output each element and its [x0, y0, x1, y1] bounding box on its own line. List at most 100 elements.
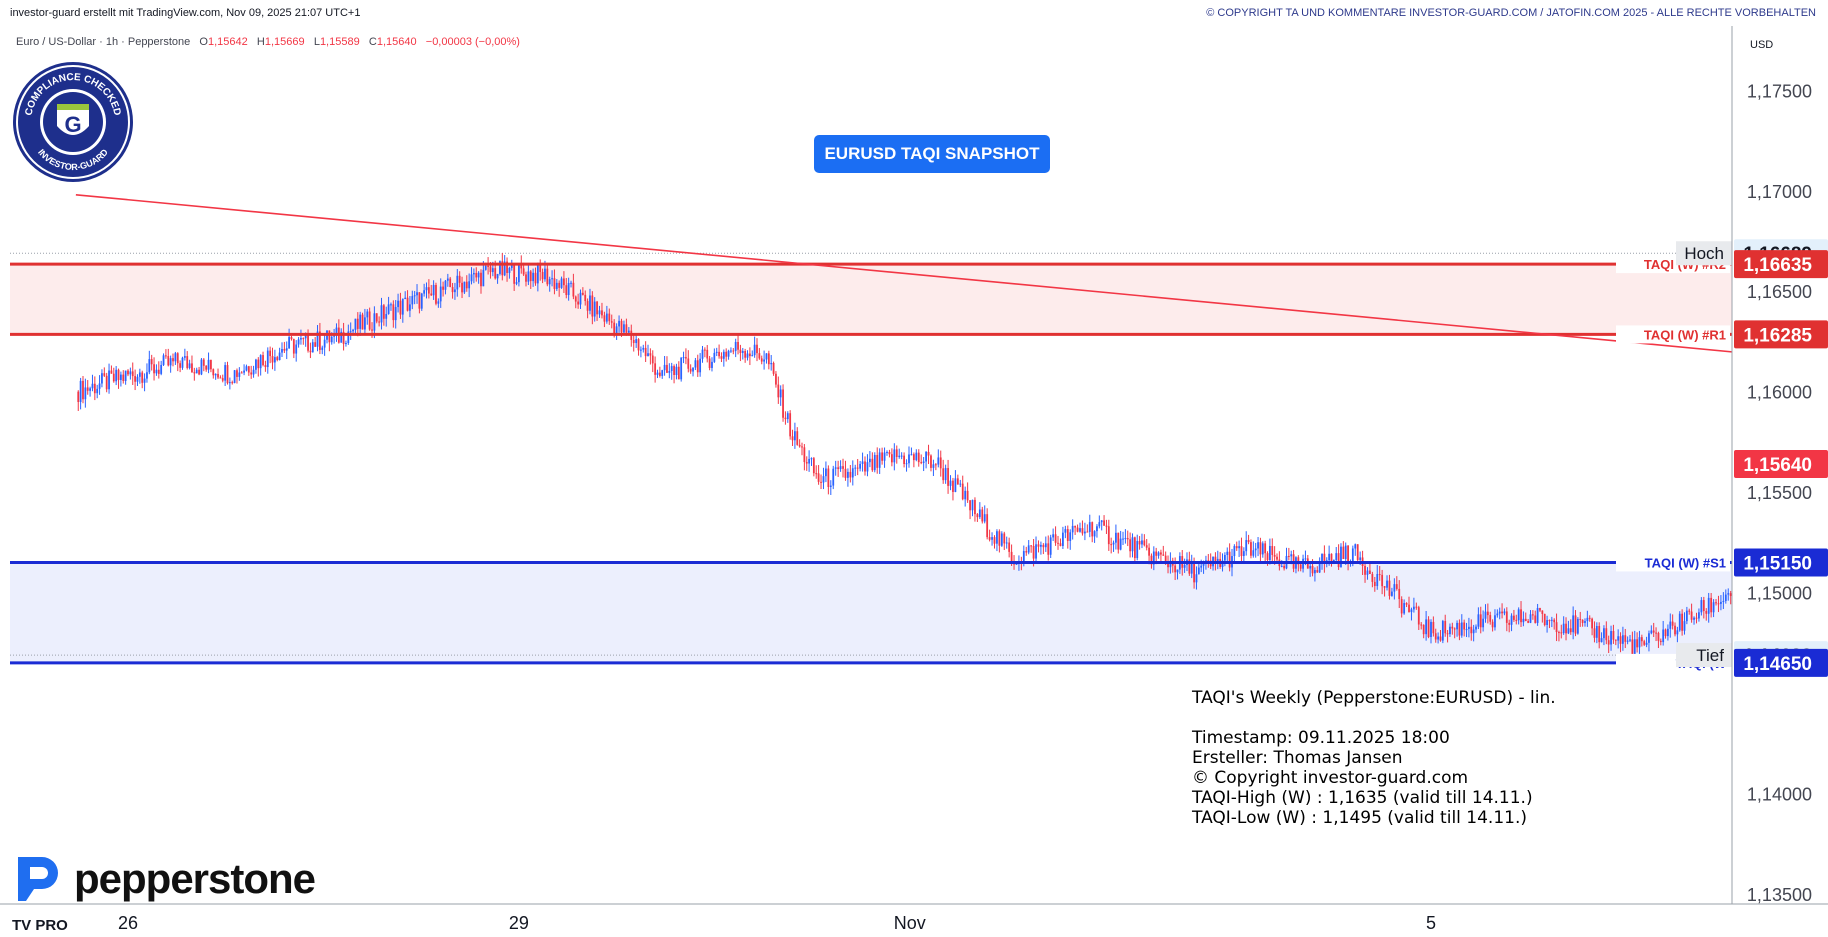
candle: [117, 369, 120, 380]
candle: [1484, 611, 1487, 619]
candle: [1408, 604, 1410, 613]
candle: [775, 373, 777, 385]
candle: [551, 278, 553, 280]
candle: [854, 467, 857, 469]
candle: [692, 367, 694, 372]
candle: [842, 466, 844, 469]
level-price-label: 1,15150: [1743, 553, 1812, 574]
candle: [541, 271, 544, 280]
candle: [245, 366, 248, 371]
candle: [1035, 544, 1037, 559]
candle: [1162, 554, 1165, 556]
candle: [739, 349, 742, 353]
candle: [181, 357, 184, 368]
candle: [1254, 548, 1257, 551]
candle: [1558, 632, 1560, 634]
candle: [615, 326, 618, 334]
time-axis[interactable]: [0, 904, 1828, 937]
candle: [1297, 557, 1300, 565]
price-tick-label: 1,15000: [1747, 584, 1812, 604]
candle: [1470, 626, 1473, 634]
candle: [214, 373, 217, 376]
candle: [1572, 615, 1575, 633]
candle: [437, 301, 440, 304]
snapshot-button[interactable]: EURUSD TAQI SNAPSHOT: [814, 135, 1050, 173]
candle: [1131, 537, 1134, 552]
candle: [548, 279, 551, 285]
candle: [1576, 618, 1579, 634]
price-tick-label: 1,16500: [1747, 282, 1812, 302]
candle: [354, 318, 357, 330]
candle: [390, 304, 392, 306]
candle: [157, 369, 160, 374]
candle: [1136, 541, 1139, 559]
price-tick-label: 1,17000: [1747, 182, 1812, 202]
candle: [295, 344, 298, 354]
candle: [1079, 528, 1081, 532]
candle: [810, 458, 813, 460]
candle: [1052, 534, 1055, 538]
candle: [404, 297, 407, 300]
candle: [1662, 629, 1665, 643]
candle: [432, 284, 435, 296]
candle: [706, 349, 709, 359]
candle: [207, 359, 210, 370]
candle: [1383, 586, 1386, 588]
candle: [832, 468, 835, 486]
candle: [1520, 609, 1522, 623]
price-tick-label: 1,17500: [1747, 81, 1812, 101]
candle: [939, 457, 942, 469]
candle: [798, 444, 801, 447]
candle: [1567, 628, 1570, 634]
candle: [356, 318, 359, 329]
candle: [1496, 613, 1499, 616]
candle: [839, 466, 842, 470]
candle: [444, 280, 447, 290]
candle: [165, 355, 167, 357]
level-name-label: TAQI (W) #S1: [1645, 555, 1726, 570]
top-bar: investor-guard erstellt mit TradingView.…: [0, 0, 1828, 26]
candle: [1344, 545, 1347, 559]
candle: [276, 357, 279, 360]
candle: [1126, 538, 1129, 540]
trend-line: [75, 193, 1828, 362]
candle: [1491, 621, 1494, 628]
level-price-label-bg: [1734, 320, 1828, 349]
candle: [827, 468, 830, 487]
candle: [112, 373, 115, 382]
candle: [1318, 563, 1321, 573]
candle: [1430, 621, 1432, 638]
candle: [687, 358, 690, 369]
candle: [560, 278, 563, 288]
candle: [996, 531, 998, 544]
level-price-label-bg: [1734, 548, 1828, 577]
candle: [1446, 633, 1449, 635]
candle: [172, 358, 174, 362]
candle: [105, 375, 108, 390]
candle: [397, 300, 399, 308]
candle: [1122, 538, 1124, 540]
candle: [1562, 623, 1565, 634]
candle: [670, 366, 673, 372]
candle: [544, 268, 546, 280]
candle: [442, 286, 444, 290]
candle: [387, 304, 390, 314]
candle: [849, 471, 852, 478]
candle: [1727, 593, 1730, 595]
candle: [1683, 621, 1686, 631]
candle: [1160, 552, 1162, 555]
candle: [878, 452, 881, 468]
candle: [1681, 613, 1684, 631]
info-author: Ersteller: Thomas Jansen: [1192, 748, 1403, 768]
candle: [1062, 532, 1064, 546]
candle: [1420, 624, 1423, 626]
candle: [364, 317, 366, 330]
candle: [1190, 561, 1193, 574]
candle: [1579, 618, 1582, 620]
candle: [903, 455, 905, 464]
candle: [510, 265, 513, 268]
candle: [1129, 539, 1132, 552]
candle: [746, 353, 749, 358]
candle: [685, 357, 687, 359]
